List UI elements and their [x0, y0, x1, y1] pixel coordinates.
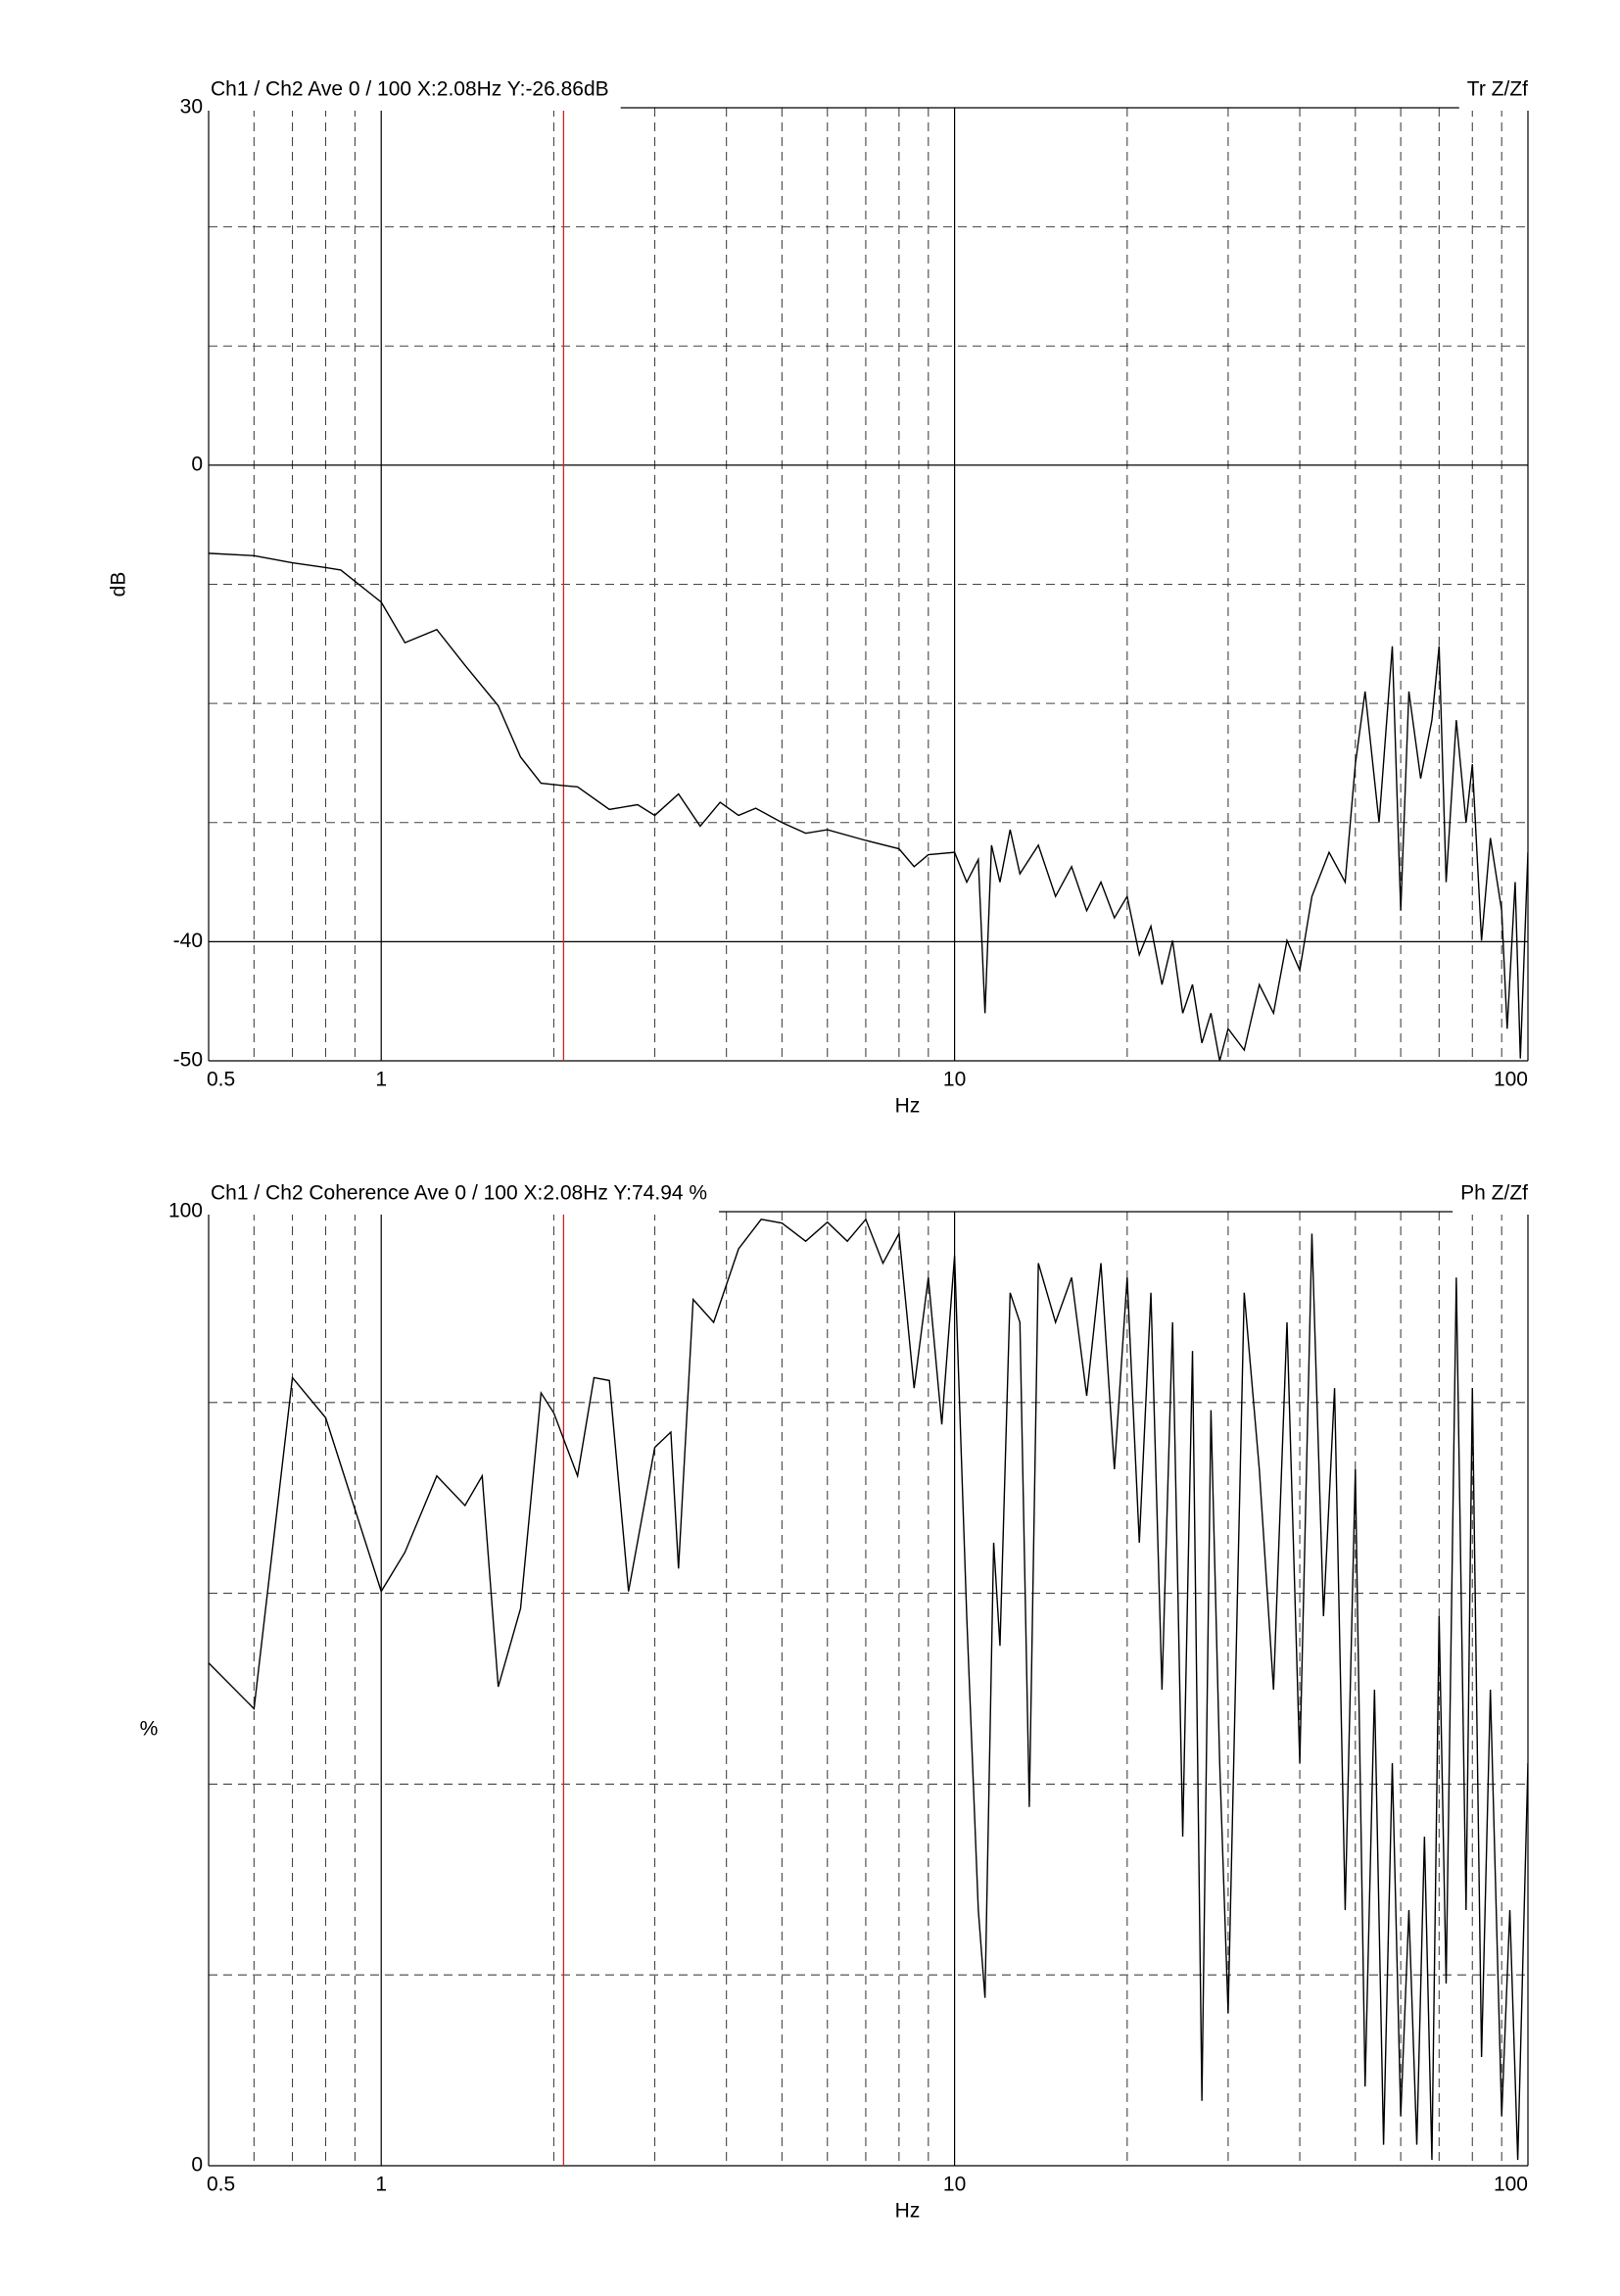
- y-axis-label: %: [140, 1718, 159, 1741]
- title-background: [207, 105, 621, 111]
- x-tick-label: 1: [375, 2174, 387, 2196]
- chart-panel: 0.5 1 10 100 0 100 Ch1 / Ch2 Coherence Ave 0 /…: [140, 1182, 1533, 2223]
- y-tick-label: 0: [191, 2154, 203, 2176]
- x-tick-label: 100: [1494, 1069, 1528, 1091]
- data-line: [209, 552, 1528, 1061]
- x-tick-label: 0.5: [207, 1069, 235, 1091]
- title-background: [1453, 1209, 1533, 1215]
- chart-title: Ch1 / Ch2 Coherence Ave 0 / 100 X:2.08Hz…: [211, 1182, 707, 1205]
- chart-panel: 0.5 1 10 100 -50 -40 0 30 Ch1 / Ch2 Ave 0 / 100 …: [108, 78, 1533, 1118]
- y-tick-label: -40: [173, 930, 203, 952]
- y-axis-label: dB: [108, 572, 130, 598]
- title-background: [207, 1209, 720, 1215]
- chart-title: Ch1 / Ch2 Ave 0 / 100 X:2.08Hz Y:-26.86d…: [211, 78, 609, 101]
- chart-title-right: Ph Z/Zf: [1460, 1182, 1528, 1205]
- y-tick-label: 0: [191, 453, 203, 475]
- x-tick-label: 1: [375, 1069, 387, 1091]
- y-tick-label: 30: [180, 96, 203, 119]
- x-axis-label: Hz: [895, 1095, 921, 1118]
- y-tick-label: 100: [168, 1200, 203, 1222]
- y-tick-label: -50: [173, 1049, 203, 1072]
- x-tick-label: 10: [943, 1069, 966, 1091]
- x-tick-label: 10: [943, 2174, 966, 2196]
- title-background: [1458, 105, 1533, 111]
- x-axis-label: Hz: [895, 2200, 921, 2223]
- x-tick-label: 0.5: [207, 2174, 235, 2196]
- data-line: [209, 1218, 1528, 2161]
- chart-title-right: Tr Z/Zf: [1467, 78, 1528, 101]
- x-tick-label: 100: [1494, 2174, 1528, 2196]
